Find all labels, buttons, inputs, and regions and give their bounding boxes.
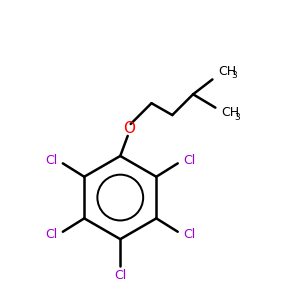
Text: Cl: Cl [45, 154, 57, 167]
Text: 3: 3 [235, 113, 241, 122]
Text: Cl: Cl [45, 228, 57, 241]
Text: O: O [123, 121, 135, 136]
Text: CH: CH [218, 64, 236, 78]
Text: CH: CH [221, 106, 239, 119]
Text: Cl: Cl [114, 269, 126, 282]
Text: 3: 3 [232, 71, 238, 80]
Text: Cl: Cl [184, 228, 196, 241]
Text: Cl: Cl [184, 154, 196, 167]
